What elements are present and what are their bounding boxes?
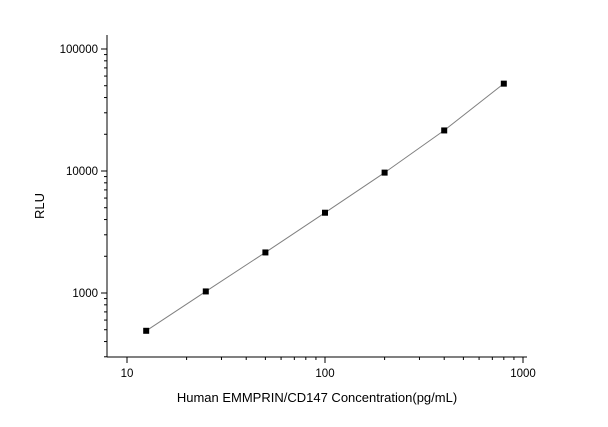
y-tick-label: 100000 <box>60 44 98 56</box>
axes: 10 100 1000 1000 10000 100000 <box>60 35 536 380</box>
x-axis-label: Human EMMPRIN/CD147 Concentration(pg/mL) <box>177 390 457 405</box>
data-point <box>202 288 209 295</box>
y-axis-label: RLU <box>32 193 47 219</box>
y-tick-label: 1000 <box>72 288 98 300</box>
fit-line-group <box>145 83 505 332</box>
x-tick-label: 10 <box>121 368 134 380</box>
y-tick-label: 10000 <box>66 166 98 178</box>
data-point <box>322 209 328 216</box>
data-point <box>381 169 388 176</box>
x-tick-label: 100 <box>315 368 334 380</box>
data-points <box>143 80 507 334</box>
data-point <box>262 249 269 256</box>
data-point <box>441 127 448 134</box>
fit-line <box>145 83 505 332</box>
data-point <box>500 80 507 87</box>
data-point <box>143 327 150 334</box>
x-tick-label: 1000 <box>510 368 536 380</box>
